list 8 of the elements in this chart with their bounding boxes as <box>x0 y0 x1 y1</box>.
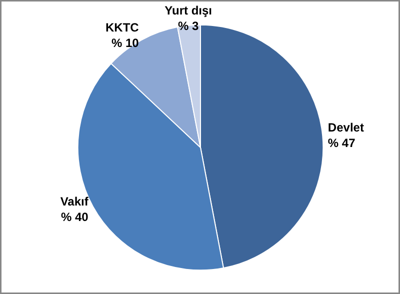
slice-label: Yurt dışı <box>164 4 212 18</box>
data-label: % 3 <box>178 19 199 34</box>
data-label: % 40 <box>60 210 89 224</box>
slice-label: Devlet <box>328 120 364 135</box>
data-label: % 47 <box>328 136 356 150</box>
data-label: % 10 <box>111 36 140 50</box>
slice-label: KKTC <box>106 20 140 34</box>
slice-label: Vakıf <box>60 194 90 209</box>
